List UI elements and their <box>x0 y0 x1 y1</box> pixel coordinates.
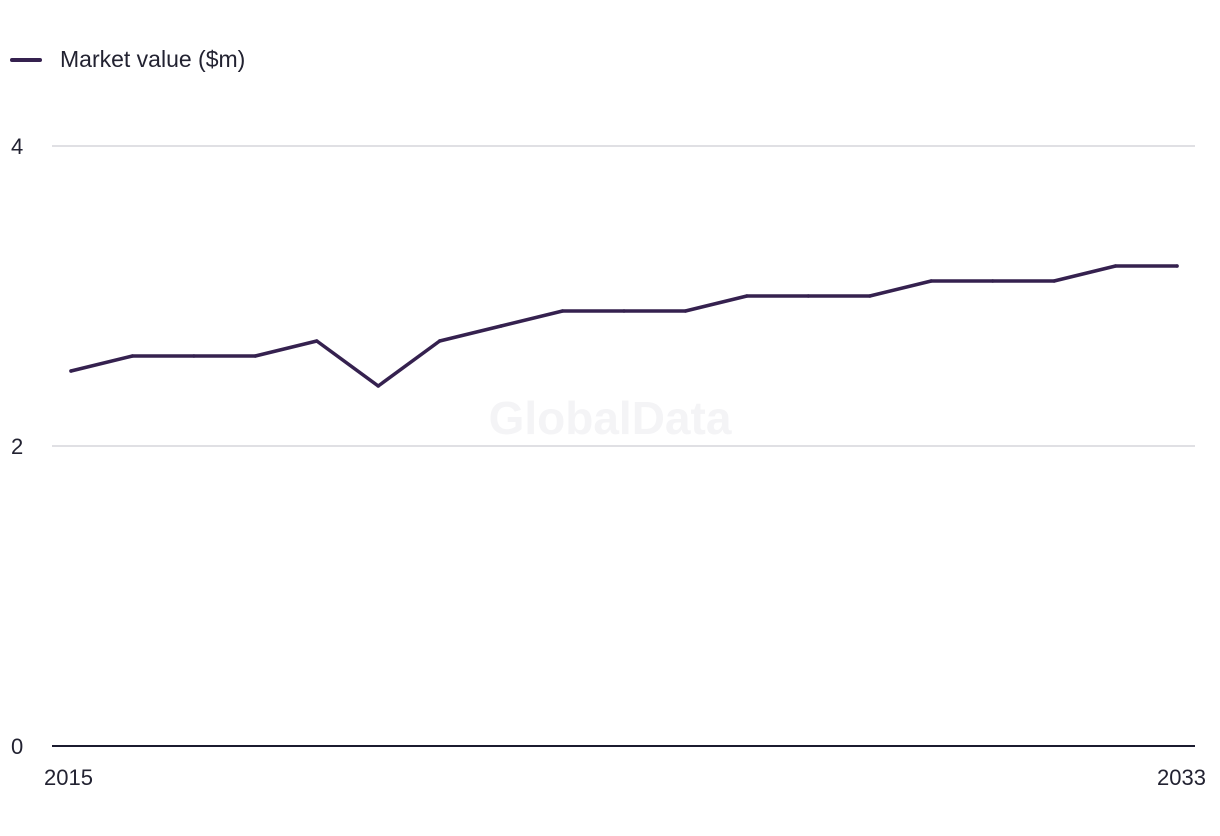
watermark: GlobalData <box>489 392 732 444</box>
gridlines <box>52 145 1195 747</box>
chart-legend: Market value ($m) <box>10 46 245 73</box>
data-point <box>376 384 380 388</box>
y-axis-ticks: 0 2 4 <box>11 134 23 759</box>
data-point <box>437 339 442 343</box>
y-tick-label: 2 <box>11 434 23 459</box>
data-point <box>1052 279 1056 283</box>
data-point <box>1113 264 1118 268</box>
series-group <box>69 264 1179 388</box>
data-point <box>69 369 73 373</box>
data-point <box>192 354 196 358</box>
x-axis-ticks: 2015 2033 <box>44 765 1206 790</box>
data-point <box>130 354 135 358</box>
y-tick-label: 0 <box>11 734 23 759</box>
legend-swatch <box>10 57 42 62</box>
data-point <box>560 309 565 313</box>
series-line <box>69 264 1179 388</box>
data-point <box>499 324 503 328</box>
legend-label: Market value ($m) <box>60 46 246 72</box>
data-point <box>745 294 749 298</box>
data-point <box>990 279 995 283</box>
y-tick-label: 4 <box>11 134 23 159</box>
data-point <box>929 279 933 283</box>
data-point <box>1175 264 1179 268</box>
data-point <box>315 339 319 343</box>
data-point <box>806 294 811 298</box>
x-tick-label: 2015 <box>44 765 93 790</box>
x-tick-label: 2033 <box>1157 765 1206 790</box>
data-point <box>253 354 258 358</box>
data-point <box>622 309 626 313</box>
data-point <box>683 309 688 313</box>
data-point <box>868 294 872 298</box>
